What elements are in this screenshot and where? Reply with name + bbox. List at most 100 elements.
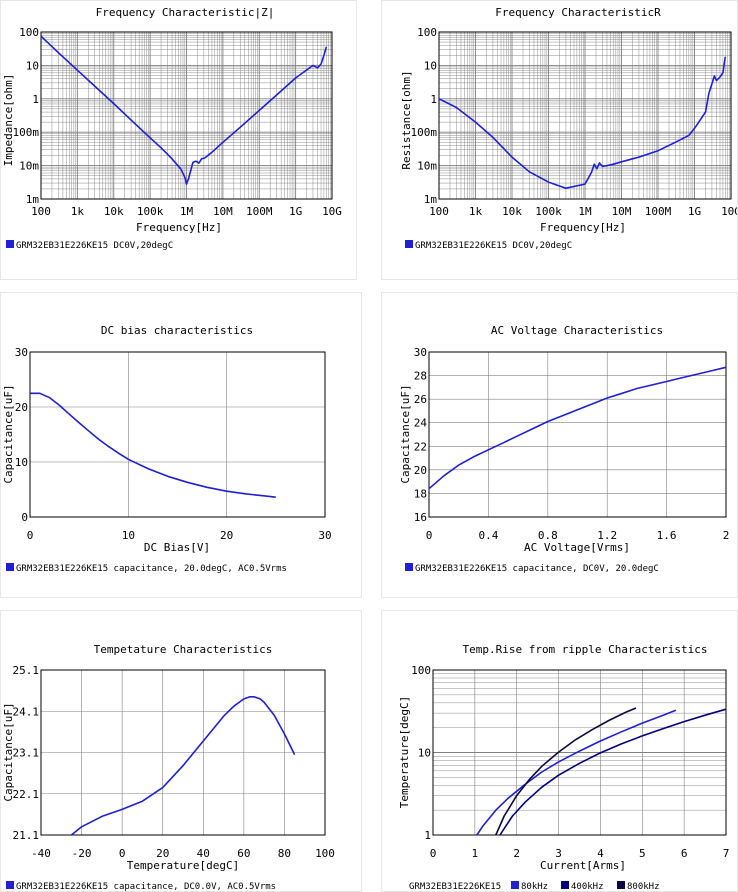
x-tick-label: 100 bbox=[315, 847, 335, 860]
chart-panel-dc-bias: 0 10 20 30 0 10 20 30 DC bias characteristics DC … bbox=[0, 292, 362, 598]
x-tick-label: 0 bbox=[430, 847, 437, 860]
x-tick-label: 4 bbox=[597, 847, 604, 860]
plot-frame bbox=[428, 351, 727, 518]
y-tick-label: 26 bbox=[414, 393, 427, 406]
x-tick-label: 6 bbox=[681, 847, 688, 860]
series-line bbox=[438, 56, 727, 189]
x-tick-label: 100 bbox=[31, 205, 51, 218]
x-tick-label: 1M bbox=[180, 205, 194, 218]
y-tick-label: 28 bbox=[414, 370, 427, 383]
y-tick-label: 22.1 bbox=[13, 788, 40, 801]
y-tick-label: 1 bbox=[424, 829, 431, 842]
plot-frame bbox=[438, 31, 732, 200]
y-tick-label: 100m bbox=[411, 126, 438, 139]
y-tick-label: 24.1 bbox=[13, 705, 40, 718]
x-tick-label: 100 bbox=[429, 205, 449, 218]
legend-label: GRM32EB31E226KE15 DC0V,20degC bbox=[415, 241, 572, 251]
y-tick-label: 30 bbox=[15, 346, 28, 359]
legend-label: GRM32EB31E226KE15 capacitance, 20.0degC,… bbox=[16, 564, 287, 574]
series-line bbox=[495, 707, 637, 836]
x-axis-label: Temperature[degC] bbox=[127, 859, 240, 872]
x-tick-label: 0.8 bbox=[538, 529, 558, 542]
temperature-chart: -40 -20 0 20 40 60 80 100 21.1 22.1 23.1 24.1 25.1 Te… bbox=[2, 643, 335, 892]
x-tick-label: 2 bbox=[723, 529, 730, 542]
x-tick-label: -20 bbox=[72, 847, 92, 860]
y-tick-label: 22 bbox=[414, 440, 427, 453]
x-tick-label: 0 bbox=[119, 847, 126, 860]
x-tick-label: 0 bbox=[426, 529, 433, 542]
x-tick-label: 1 bbox=[472, 847, 479, 860]
y-tick-label: 23.1 bbox=[13, 747, 40, 760]
plot-frame bbox=[40, 669, 326, 836]
x-tick-label: 2 bbox=[513, 847, 520, 860]
y-tick-label: 24 bbox=[414, 417, 428, 430]
y-tick-label: 16 bbox=[414, 511, 427, 524]
x-tick-label: 100M bbox=[645, 205, 672, 218]
x-tick-label: 100M bbox=[246, 205, 273, 218]
y-tick-label: 100 bbox=[417, 26, 437, 39]
y-tick-label: 1 bbox=[430, 93, 437, 106]
x-tick-label: 10G bbox=[322, 205, 342, 218]
y-tick-label: 20 bbox=[15, 401, 28, 414]
x-tick-label: 1k bbox=[469, 205, 483, 218]
x-tick-label: 40 bbox=[197, 847, 210, 860]
x-tick-label: 20 bbox=[220, 529, 233, 542]
y-tick-label: 100 bbox=[411, 664, 431, 677]
chart-panel-resistance: 100 1k 10k 100k 1M 10M 100M 1G 10G 1m 10m 100m 1 10 10… bbox=[381, 0, 738, 280]
chart-title: Frequency Characteristic|Z| bbox=[96, 6, 275, 19]
x-tick-label: 1.6 bbox=[657, 529, 677, 542]
x-tick-label: 20 bbox=[156, 847, 169, 860]
series-line bbox=[40, 35, 328, 185]
x-axis-label: Frequency[Hz] bbox=[540, 221, 626, 234]
chart-panel-impedance: 100 1k 10k 100k 1M 10M 100M 1G 10G 1m 10m 100m 1 10 10… bbox=[0, 0, 357, 280]
y-axis-label: Temperature[degC] bbox=[398, 696, 411, 809]
legend-swatch bbox=[561, 881, 569, 889]
y-tick-label: 10 bbox=[15, 456, 28, 469]
x-tick-label: 0.4 bbox=[478, 529, 498, 542]
ac-voltage-chart: 0 0.4 0.8 1.2 1.6 2 16 18 20 22 24 26 28 30 AC Voltage… bbox=[399, 324, 730, 574]
y-tick-label: 100m bbox=[13, 126, 40, 139]
y-tick-label: 0 bbox=[21, 511, 28, 524]
x-axis-label: Current[Arms] bbox=[540, 859, 626, 872]
impedance-chart: 100 1k 10k 100k 1M 10M 100M 1G 10G 1m 10m 100m 1 10 10… bbox=[2, 6, 342, 251]
y-tick-label: 100 bbox=[19, 26, 39, 39]
x-tick-label: 60 bbox=[237, 847, 250, 860]
y-tick-label: 18 bbox=[414, 487, 427, 500]
y-axis-label: Capacitance[uF] bbox=[2, 702, 15, 801]
y-tick-label: 10 bbox=[424, 59, 437, 72]
legend-label: 800kHz bbox=[627, 882, 660, 892]
series-line bbox=[428, 366, 727, 490]
dc-bias-chart: 0 10 20 30 0 10 20 30 DC bias characteristics DC … bbox=[2, 324, 332, 574]
x-tick-label: 5 bbox=[639, 847, 646, 860]
plot-frame bbox=[40, 31, 333, 200]
y-tick-label: 10 bbox=[418, 747, 431, 760]
plot-frame bbox=[29, 351, 326, 518]
legend-swatch bbox=[617, 881, 625, 889]
chart-panel-ac-voltage: 0 0.4 0.8 1.2 1.6 2 16 18 20 22 24 26 28 30 AC Voltage… bbox=[381, 292, 738, 598]
series-line bbox=[30, 392, 276, 498]
x-tick-label: 1k bbox=[71, 205, 85, 218]
legend-label: 400kHz bbox=[571, 882, 604, 892]
legend-swatch bbox=[405, 563, 413, 571]
y-tick-label: 1m bbox=[424, 193, 438, 206]
x-tick-label: 10M bbox=[213, 205, 233, 218]
x-tick-label: 10M bbox=[612, 205, 632, 218]
legend-label: GRM32EB31E226KE15 capacitance, DC0.0V, A… bbox=[16, 882, 276, 892]
x-tick-label: 7 bbox=[723, 847, 730, 860]
legend-prefix: GRM32EB31E226KE15 bbox=[409, 882, 501, 892]
y-tick-label: 21.1 bbox=[13, 829, 40, 842]
x-tick-label: -40 bbox=[31, 847, 51, 860]
y-axis-label: Resistance[ohm] bbox=[400, 70, 413, 169]
x-axis-label: AC Voltage[Vrms] bbox=[524, 541, 630, 554]
y-axis-label: Capacitance[uF] bbox=[2, 384, 15, 483]
y-tick-label: 10m bbox=[417, 160, 437, 173]
x-tick-label: 10k bbox=[502, 205, 522, 218]
x-tick-label: 10k bbox=[104, 205, 124, 218]
legend-swatch bbox=[6, 881, 14, 889]
chart-title: Temp.Rise from ripple Characteristics bbox=[462, 643, 707, 656]
y-tick-label: 1 bbox=[32, 93, 39, 106]
y-tick-label: 20 bbox=[414, 464, 427, 477]
x-tick-label: 1M bbox=[578, 205, 592, 218]
legend-swatch bbox=[511, 881, 519, 889]
x-tick-label: 100k bbox=[137, 205, 164, 218]
